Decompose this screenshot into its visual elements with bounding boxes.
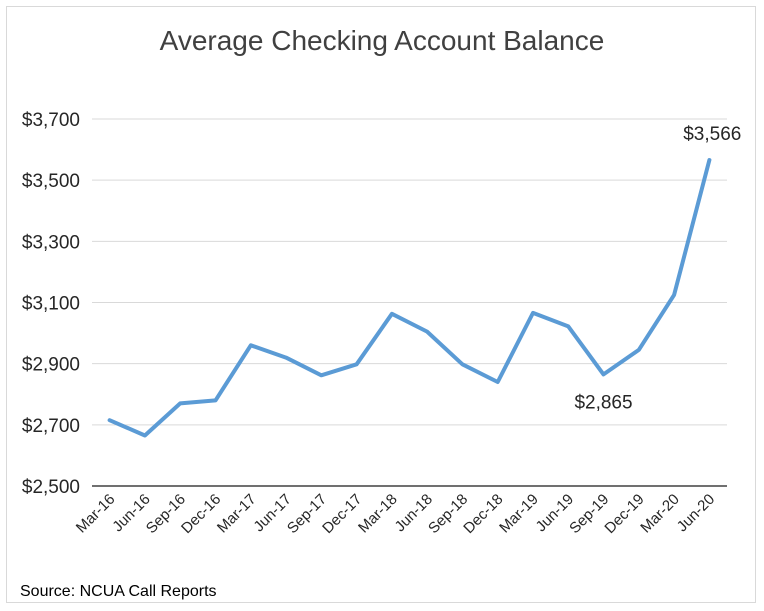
y-tick-label: $2,500 xyxy=(22,477,80,498)
y-tick-label: $3,100 xyxy=(22,294,80,315)
x-tick-label: Dec-16 xyxy=(178,491,224,537)
x-tick-label: Mar-18 xyxy=(355,491,401,537)
x-tick-label: Dec-19 xyxy=(601,491,647,537)
data-label: $3,566 xyxy=(683,124,741,145)
x-tick-label: Mar-20 xyxy=(637,491,683,537)
x-tick-label: Dec-17 xyxy=(319,491,365,537)
y-tick-label: $2,900 xyxy=(22,355,80,376)
chart-title: Average Checking Account Balance xyxy=(160,25,605,56)
source-note: Source: NCUA Call Reports xyxy=(20,583,217,600)
y-axis-ticks: $2,500 $2,700 $2,900 $3,100 $3,300 $3,500 $3,7… xyxy=(22,110,80,498)
x-tick-label: Mar-17 xyxy=(214,491,260,537)
data-labels: $2,865 $3,566 xyxy=(574,124,741,413)
y-tick-label: $3,300 xyxy=(22,232,80,253)
x-tick-label: Jun-20 xyxy=(674,491,718,535)
data-label: $2,865 xyxy=(574,392,632,413)
y-tick-label: $2,700 xyxy=(22,416,80,437)
y-tick-label: $3,700 xyxy=(22,110,80,131)
y-tick-label: $3,500 xyxy=(22,171,80,192)
gridlines xyxy=(92,118,727,487)
x-tick-label: Mar-19 xyxy=(496,491,542,537)
series-line xyxy=(107,158,712,438)
x-axis-ticks: Mar-16Jun-16Sep-16Dec-16Mar-17Jun-17Sep-… xyxy=(73,491,718,537)
chart-frame xyxy=(6,6,756,603)
x-tick-label: Dec-18 xyxy=(460,491,506,537)
